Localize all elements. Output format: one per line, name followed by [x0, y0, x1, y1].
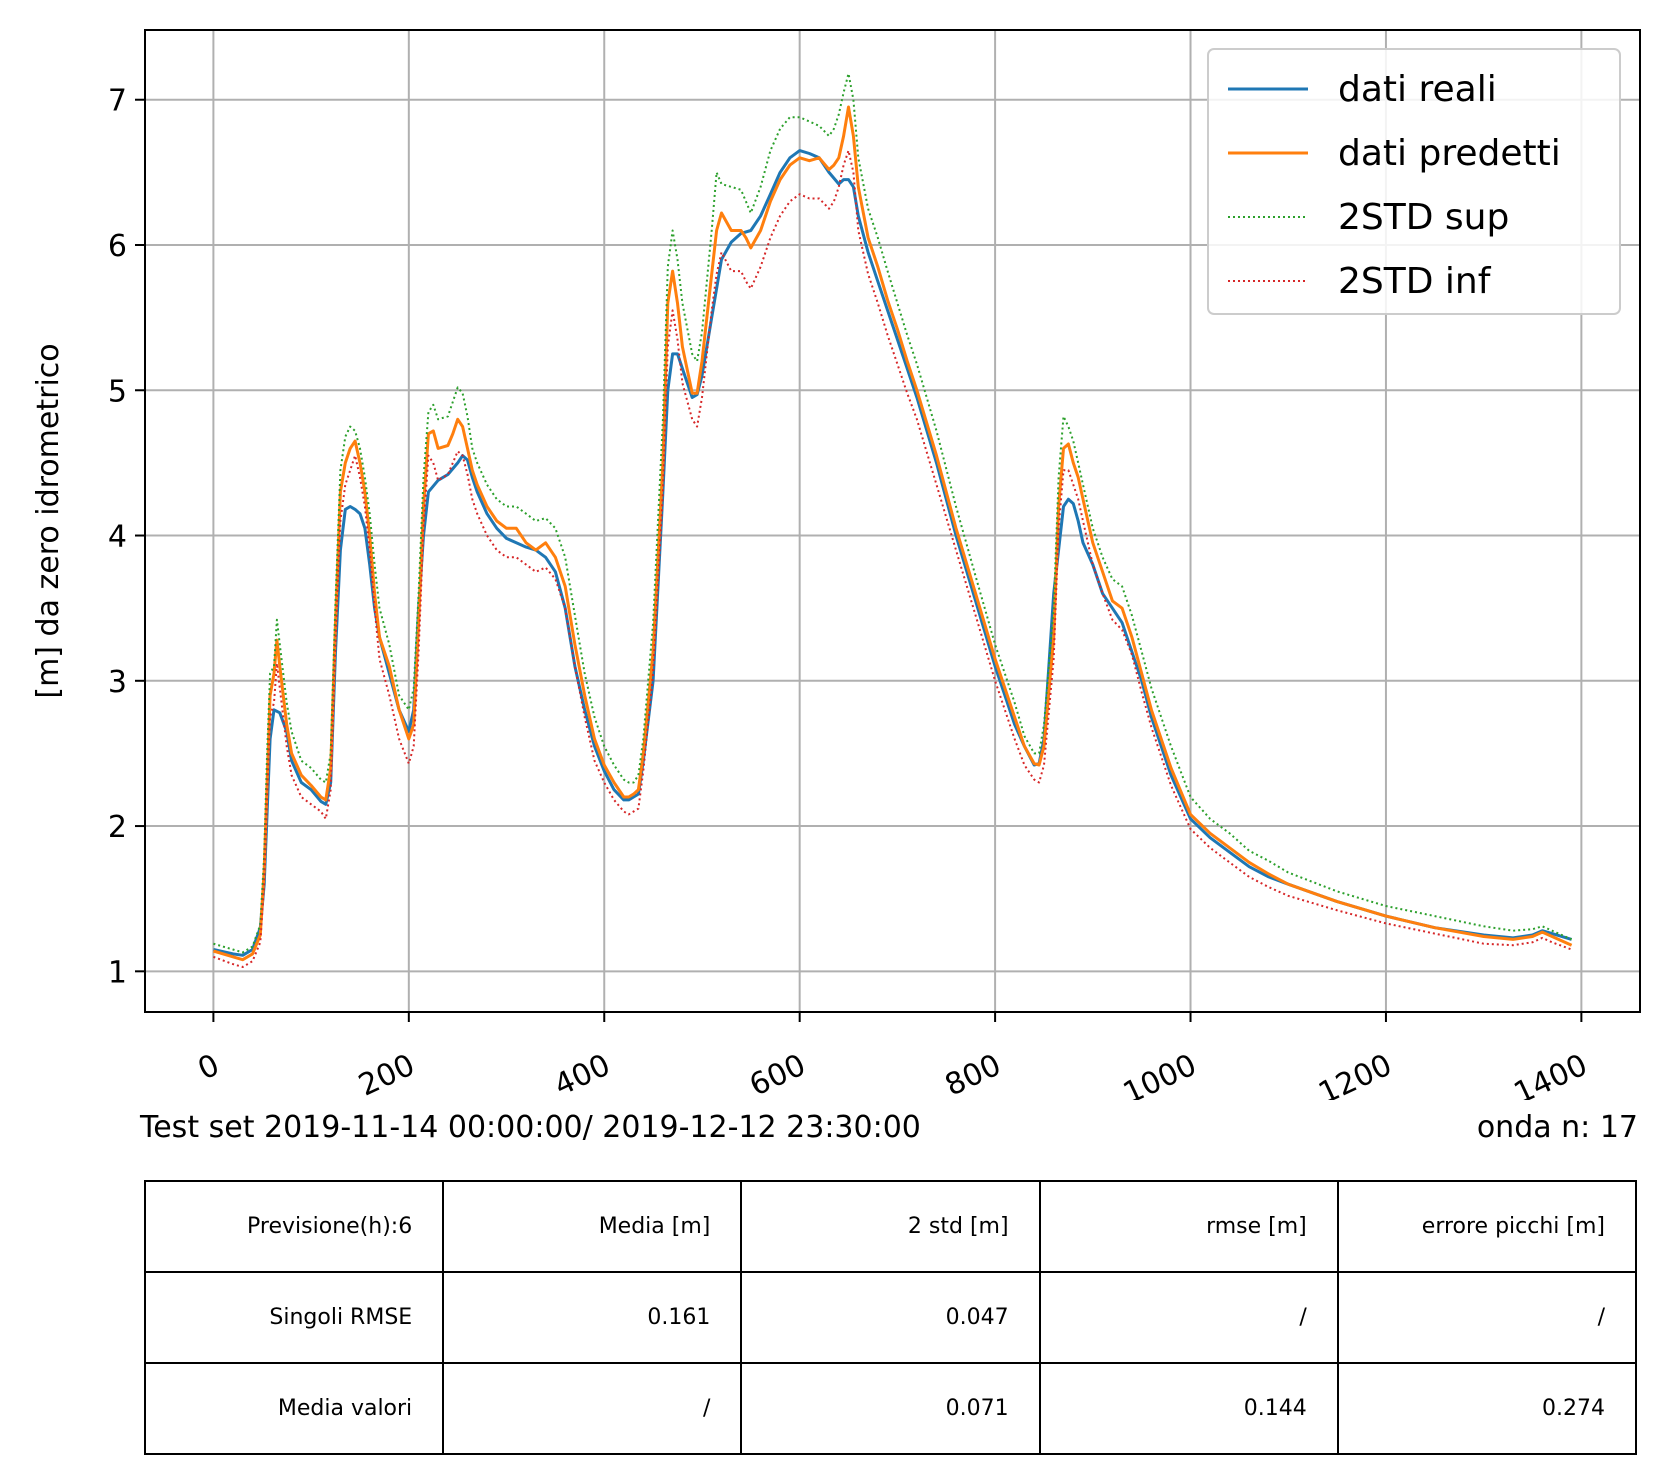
table-cell: rmse [m] [1038, 1180, 1339, 1273]
series-line-4 [213, 149, 1572, 968]
line-chart: 0 200 400 600 800 1000 1200 1400 1 2 3 4 5 6 7 [m] da … [31, 29, 1641, 1100]
y-tick-label: 6 [108, 229, 127, 264]
table-cell: 0.161 [442, 1271, 743, 1364]
legend-entry: 2STD inf [1338, 261, 1492, 302]
series-line-3 [213, 72, 1573, 954]
table-cell: errore picchi [m] [1336, 1180, 1638, 1273]
table-cell: Previsione(h):6 [143, 1180, 445, 1273]
series-line-1 [213, 149, 1573, 957]
test-set-caption: Test set 2019-11-14 00:00:00/ 2019-12-12… [140, 1110, 921, 1145]
x-tick-label: 1000 [1118, 1048, 1202, 1100]
table-cell: Media [m] [442, 1180, 743, 1273]
table-cell: / [442, 1362, 743, 1455]
legend-entry: dati predetti [1338, 133, 1561, 174]
table-cell: 0.047 [740, 1271, 1041, 1364]
legend: dati reali dati predetti 2STD sup 2STD inf [1207, 48, 1621, 315]
table-cell: Media valori [143, 1362, 445, 1455]
y-tick-label: 4 [108, 520, 127, 555]
x-tick-label: 0 [193, 1048, 225, 1088]
legend-box [1207, 48, 1621, 315]
y-tick-label: 1 [108, 955, 127, 990]
x-tick-label: 1400 [1509, 1048, 1593, 1100]
table-row: Media valori/0.071 0.144 0.274 [143, 1362, 1638, 1455]
y-tick-label: 5 [108, 374, 127, 409]
table-cell: / [1336, 1271, 1638, 1364]
y-tick-label: 7 [108, 84, 127, 119]
legend-entry: dati reali [1338, 69, 1497, 110]
table-cell: 0.274 [1336, 1362, 1638, 1455]
table-cell: Singoli RMSE [143, 1271, 445, 1364]
y-axis-label: [m] da zero idrometrico [31, 343, 66, 698]
x-tick-label: 1200 [1313, 1048, 1397, 1100]
y-tick-label: 2 [108, 810, 127, 845]
x-tick-label: 600 [744, 1048, 811, 1100]
plot-frame [144, 29, 1641, 1013]
wave-number-caption: onda n: 17 [1476, 1110, 1638, 1145]
legend-entry: 2STD sup [1338, 197, 1509, 238]
stats-table: Previsione(h):6 Media [m] 2 std [m] rmse [m… [143, 1180, 1638, 1455]
table-cell: 0.144 [1038, 1362, 1339, 1455]
table-cell: 2 std [m] [740, 1180, 1041, 1273]
table-cell: / [1038, 1271, 1339, 1364]
table-row: Singoli RMSE 0.161 0.047// [143, 1271, 1638, 1364]
series-lines [212, 72, 1573, 968]
series-line-2 [212, 105, 1573, 962]
x-tick-label: 400 [549, 1048, 616, 1100]
y-tick-label: 3 [108, 665, 127, 700]
x-tick-label: 200 [354, 1048, 421, 1100]
x-tick-label: 800 [940, 1048, 1007, 1100]
table-cell: 0.071 [740, 1362, 1041, 1455]
table-row: Previsione(h):6 Media [m] 2 std [m] rmse [m… [143, 1180, 1638, 1273]
